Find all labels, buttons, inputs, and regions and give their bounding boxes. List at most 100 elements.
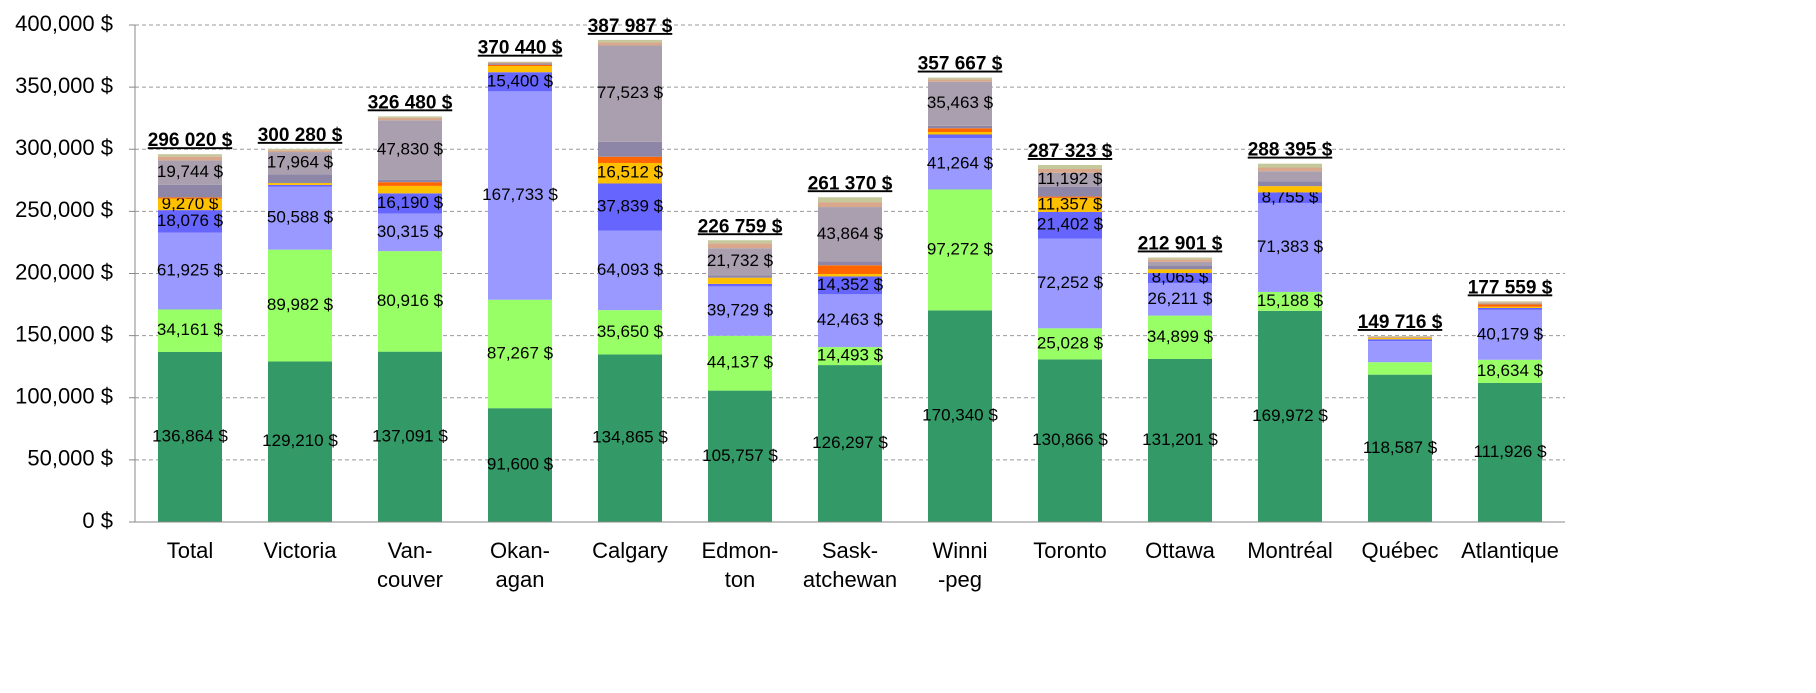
value-label: 25,028 $ [1037, 333, 1104, 352]
bar-segment [1478, 306, 1542, 308]
bar-segment [488, 408, 552, 522]
bar-segment [1038, 211, 1102, 239]
bar-segment [1038, 328, 1102, 360]
bar-segment [488, 91, 552, 300]
bar-segment [268, 361, 332, 522]
bar-segment [1368, 362, 1432, 375]
bar-segment [378, 117, 442, 121]
total-label: 226 759 $ [698, 216, 783, 237]
bar-segment [928, 81, 992, 126]
value-label: 41,264 $ [927, 153, 994, 172]
value-label: 167,733 $ [482, 185, 558, 204]
total-label: 370 440 $ [478, 38, 563, 59]
bar-segment [1038, 186, 1102, 197]
value-label: 16,512 $ [597, 163, 664, 182]
bar-segment [598, 230, 662, 311]
total-label: 300 280 $ [258, 125, 343, 146]
value-label: 126,297 $ [812, 433, 888, 452]
value-label: 43,864 $ [817, 224, 884, 243]
x-tick-label: Victoria [263, 538, 337, 563]
bar-segment [378, 120, 442, 180]
value-label: 19,744 $ [157, 162, 224, 181]
bar-segment [598, 141, 662, 157]
bar-segment [1038, 238, 1102, 329]
value-label: 30,315 $ [377, 222, 444, 241]
bar-segment [708, 286, 772, 336]
bar-segment [1368, 339, 1432, 342]
value-label: 16,190 $ [377, 193, 444, 212]
bar-segment [708, 277, 772, 284]
value-label: 26,211 $ [1148, 289, 1213, 308]
x-tick-label: Total [166, 538, 214, 563]
value-label: 35,650 $ [597, 322, 664, 341]
bar-segment [928, 138, 992, 190]
y-tick-label: 150,000 $ [15, 321, 113, 346]
bar-segment [488, 63, 552, 65]
bar-segment [1148, 315, 1212, 359]
bar-segment [1258, 291, 1322, 311]
value-label: 14,352 $ [817, 275, 884, 294]
value-label: 37,839 $ [597, 196, 664, 215]
bar-segment [1258, 171, 1322, 182]
value-label: 14,493 $ [817, 346, 884, 365]
value-label: 34,899 $ [1147, 327, 1214, 346]
bar-segment [818, 276, 882, 295]
total-label: 288 395 $ [1248, 140, 1333, 161]
value-label: 130,866 $ [1032, 430, 1108, 449]
total-label: 357 667 $ [918, 54, 1003, 75]
bar-segment [708, 390, 772, 522]
bar-segment [378, 116, 442, 118]
bar-segment [1258, 186, 1322, 193]
bar-segment [1478, 382, 1542, 522]
bar-segment [1258, 203, 1322, 292]
x-tick-label: Calgary [592, 538, 668, 563]
y-tick-label: 400,000 $ [15, 11, 113, 36]
bar-segment [1478, 302, 1542, 304]
bar-segment [928, 134, 992, 139]
value-label: 118,587 $ [1363, 438, 1438, 457]
bar-segment [598, 310, 662, 355]
value-label: 80,916 $ [377, 291, 444, 310]
bar-segment [158, 160, 222, 185]
value-label: 170,340 $ [922, 406, 998, 425]
value-label: 136,864 $ [152, 426, 228, 445]
value-label: 18,634 $ [1477, 361, 1544, 380]
y-tick-label: 350,000 $ [15, 73, 113, 98]
bar-segment [158, 154, 222, 157]
bar-segment [1038, 196, 1102, 198]
value-label: 15,400 $ [487, 71, 554, 90]
y-tick-label: 300,000 $ [15, 135, 113, 160]
bar-segment [1038, 165, 1102, 170]
bar-segment [928, 125, 992, 129]
bar-segment [1148, 283, 1212, 316]
bar-segment [158, 309, 222, 352]
bar-segment [268, 174, 332, 184]
bar-segment [928, 77, 992, 80]
value-label: 34,161 $ [157, 320, 224, 339]
bar-segment [158, 198, 222, 211]
bar-segment [1368, 374, 1432, 522]
bar-segment [488, 299, 552, 409]
total-label: 149 716 $ [1358, 312, 1443, 333]
bar-segment [1148, 261, 1212, 266]
bar-segment [268, 186, 332, 250]
bar-segment [158, 351, 222, 522]
value-label: 137,091 $ [372, 426, 448, 445]
bar-segment [818, 202, 882, 208]
x-tick-label: Van- couver [376, 538, 444, 592]
bar-segment [268, 183, 332, 185]
bar-segment [598, 156, 662, 163]
value-label: 72,252 $ [1037, 273, 1104, 292]
y-tick-label: 250,000 $ [15, 197, 113, 222]
bar-segment [1038, 359, 1102, 522]
value-label: 131,201 $ [1142, 430, 1218, 449]
bar-segment [1478, 359, 1542, 383]
bar-segment [708, 243, 772, 249]
bar-segment [818, 207, 882, 262]
x-tick-label: Ottawa [1145, 538, 1215, 563]
x-tick-label: Atlantique [1461, 538, 1559, 563]
bar-segment [268, 148, 332, 151]
value-label: 77,523 $ [597, 83, 664, 102]
